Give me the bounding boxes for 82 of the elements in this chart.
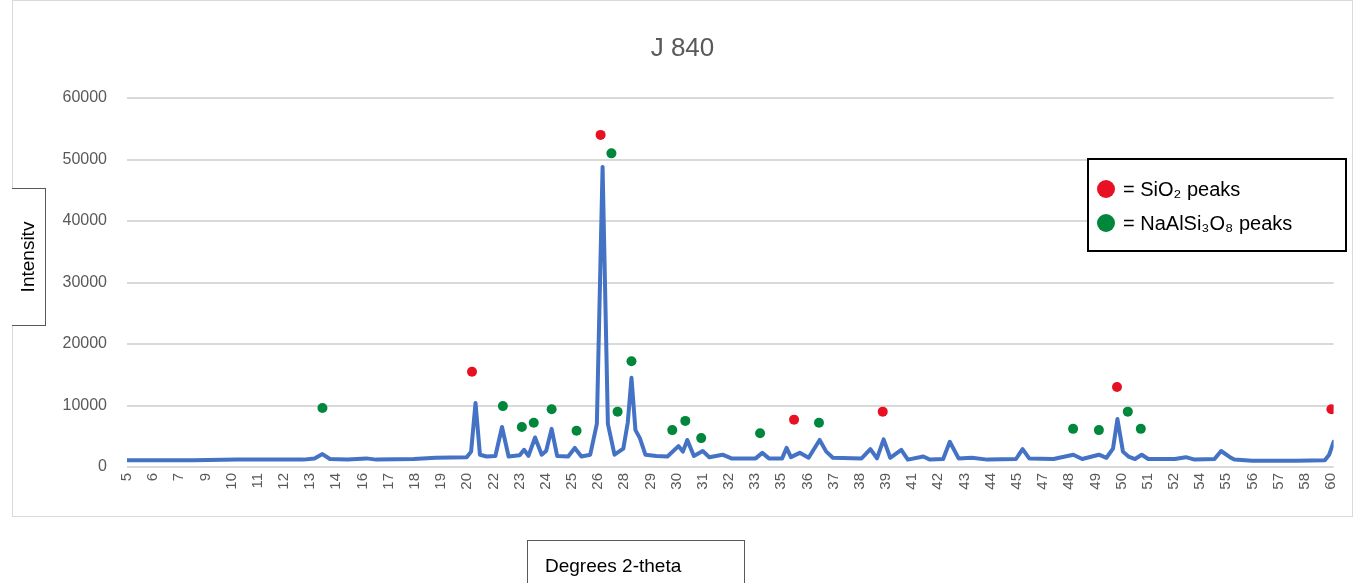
x-tick-label: 42 (928, 473, 946, 490)
point (1122, 406, 1133, 417)
point (626, 356, 637, 367)
x-tick-label: 45 (1006, 473, 1024, 490)
x-tick-label: 36 (797, 473, 815, 490)
x-tick-label: 17 (378, 473, 396, 490)
point (497, 401, 508, 412)
point (595, 129, 606, 140)
x-tick-label: 37 (823, 473, 841, 490)
x-tick-label: 6 (143, 473, 161, 482)
point (696, 433, 707, 444)
x-tick-label: 9 (195, 473, 213, 482)
x-tick-label: 39 (876, 473, 894, 490)
x-tick-label: 29 (640, 473, 658, 490)
point (317, 402, 328, 413)
y-tick-label: 20000 (62, 334, 108, 352)
point (606, 148, 617, 159)
x-tick-label: 50 (1111, 473, 1129, 490)
x-tick-label: 20 (457, 473, 475, 490)
point (1093, 425, 1104, 436)
x-tick-label: 43 (954, 473, 972, 490)
x-tick-label: 54 (1190, 473, 1208, 490)
x-tick-label: 13 (300, 473, 318, 490)
x-tick-label: 35 (771, 473, 789, 490)
x-tick-label: 44 (980, 473, 998, 490)
point (516, 422, 527, 433)
point (612, 406, 623, 417)
x-tick-label: 7 (169, 473, 187, 482)
point (667, 425, 678, 436)
x-tick-label: 22 (483, 473, 501, 490)
x-tick-label: 49 (1085, 473, 1103, 490)
x-tick-label: 5 (117, 473, 135, 482)
x-tick-label: 10 (221, 473, 239, 490)
x-tick-label: 52 (1164, 473, 1182, 490)
point (546, 404, 557, 415)
x-tick-label: 60 (1321, 473, 1339, 490)
y-tick-label: 50000 (62, 149, 108, 167)
x-tick-label: 11 (247, 473, 265, 489)
point (571, 425, 582, 436)
x-tick-label: 31 (692, 473, 710, 490)
x-tick-label: 26 (588, 473, 606, 490)
x-tick-label: 51 (1137, 473, 1155, 490)
x-tick-label: 30 (666, 473, 684, 490)
x-tick-label: 32 (719, 473, 737, 490)
x-tick-label: 47 (1033, 473, 1051, 490)
y-tick-label: 30000 (62, 272, 108, 290)
x-tick-label: 16 (352, 473, 370, 490)
point (467, 366, 477, 377)
x-tick-label: 14 (326, 473, 344, 490)
point (1111, 382, 1122, 393)
x-tick-label: 18 (405, 473, 423, 490)
x-tick-label: 41 (902, 473, 920, 490)
x-tick-label: 38 (849, 473, 867, 490)
x-tick-label: 57 (1268, 473, 1286, 490)
point (755, 428, 766, 439)
y-tick-label: 0 (98, 457, 108, 475)
x-tick-label: 24 (535, 473, 553, 490)
y-tick-label: 60000 (62, 88, 108, 106)
x-tick-label: 23 (509, 473, 527, 490)
x-axis-title: Degrees 2-theta (527, 540, 745, 583)
y-tick-label: 10000 (62, 395, 108, 413)
legend-label: = SiO₂ peaks (1123, 177, 1241, 201)
x-tick-label: 33 (745, 473, 763, 490)
y-axis-title: Intensitv (17, 221, 40, 293)
x-tick-label: 12 (274, 473, 292, 490)
chart-title: J 840 (649, 32, 716, 63)
point (877, 406, 888, 417)
x-tick-label: 19 (431, 473, 449, 490)
point (680, 415, 691, 426)
point (789, 414, 800, 425)
x-tick-label: 28 (614, 473, 632, 490)
y-tick-label: 40000 (62, 211, 108, 229)
x-tick-label: 25 (562, 473, 580, 490)
x-tick-label: 55 (1216, 473, 1234, 490)
x-tick-label: 48 (1059, 473, 1077, 490)
point (1068, 423, 1079, 434)
x-tick-label: 58 (1294, 473, 1312, 490)
point (813, 417, 824, 428)
point (528, 417, 539, 428)
x-tick-label: 56 (1242, 473, 1260, 490)
point (1135, 423, 1146, 434)
legend-label: = NaAlSi₃O₈ peaks (1123, 211, 1293, 235)
